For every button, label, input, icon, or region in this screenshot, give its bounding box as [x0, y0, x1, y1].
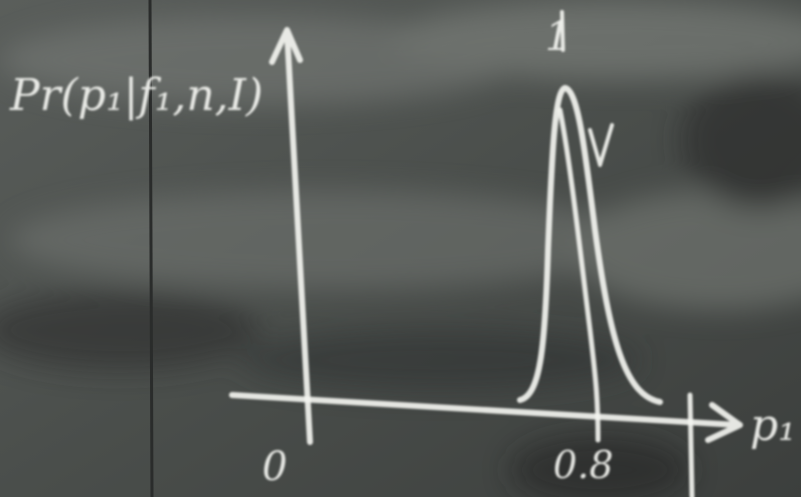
y-axis-label: Pr(p₁|f₁,n,I) [9, 70, 263, 121]
x-axis-label: p₁ [750, 400, 796, 451]
chalkboard-photo: Pr(p₁|f₁,n,I) 1 0 0.8 p₁ [0, 0, 801, 497]
x-tick-label: 0 [262, 444, 287, 490]
right-boundary [690, 395, 692, 497]
peak-label: 1 [545, 14, 570, 60]
x-tick-label: 0.8 [553, 443, 613, 487]
